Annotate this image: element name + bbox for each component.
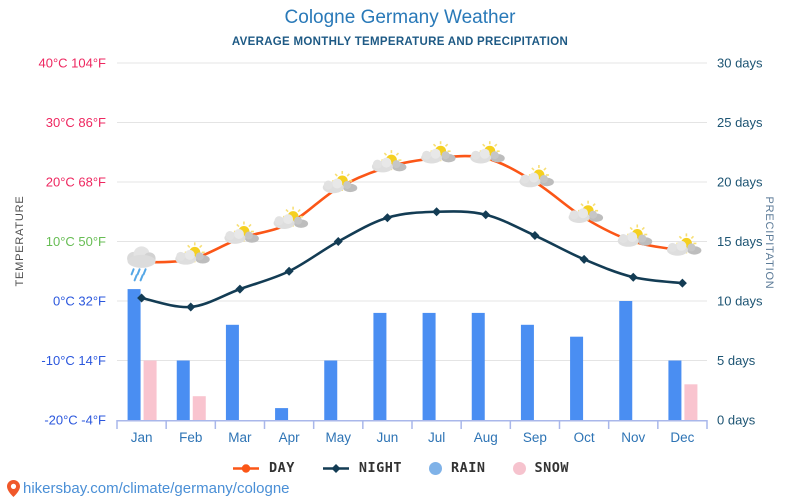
sun-cloud-icon-mar [224, 221, 259, 244]
tick-labels: 40°C 104°F 30°C 86°F 20°C 68°F 10°C 50°F 0°C… [39, 56, 764, 428]
chart-legend: DAY NIGHT RAIN SNOW [0, 458, 800, 478]
rain-bar-may [324, 360, 338, 420]
temp-tick-label--10: -10°C 14°F [41, 353, 106, 368]
precip-tick-label-30: 30 days [717, 56, 763, 71]
rain-bar-oct [570, 336, 584, 420]
rain-bar-feb [176, 360, 190, 420]
rain-bar-jul [422, 312, 436, 420]
legend-night-marker-icon [322, 463, 349, 473]
month-label-feb: Feb [179, 430, 202, 445]
legend-rain-marker-icon [429, 461, 442, 475]
night-marker-sep [530, 231, 540, 241]
precipitation-bars [127, 289, 698, 420]
night-marker-jun [382, 213, 392, 223]
rain-bar-dec [668, 360, 682, 420]
month-label-mar: Mar [228, 430, 252, 445]
watermark-url: hikersbay.com/climate/germany/cologne [23, 480, 290, 497]
night-marker-jan [137, 293, 147, 303]
month-label-sep: Sep [523, 430, 547, 445]
snow-bar-jan [143, 360, 157, 420]
night-line-group [137, 207, 687, 312]
rain-bar-apr [275, 408, 289, 420]
precip-tick-label-25: 25 days [717, 115, 763, 130]
temp-tick-label-40: 40°C 104°F [39, 56, 107, 71]
sun-cloud-icon-feb [175, 242, 210, 265]
night-marker-dec [677, 278, 687, 288]
precip-tick-label-10: 10 days [717, 294, 763, 309]
legend-item-night: NIGHT [321, 460, 402, 476]
night-marker-nov [628, 272, 638, 282]
sun-cloud-icon-nov [617, 224, 653, 247]
page-title: Cologne Germany Weather [284, 7, 516, 28]
month-label-apr: Apr [279, 430, 301, 445]
night-marker-aug [481, 210, 491, 220]
night-marker-may [333, 237, 343, 246]
rain-bar-jun [373, 312, 387, 420]
sun-cloud-icon-apr [273, 206, 309, 229]
temp-tick-label-0: 0°C 32°F [53, 294, 106, 309]
legend-snow-marker-icon [512, 461, 526, 475]
snow-bar-feb [192, 396, 206, 420]
sun-cloud-icon-jul [421, 141, 456, 164]
precip-tick-label-0: 0 days [717, 413, 756, 428]
snow-bar-dec [684, 384, 698, 420]
rain-bar-sep [520, 324, 534, 420]
month-label-jan: Jan [131, 430, 153, 445]
rain-bar-jan [127, 289, 141, 420]
page-subtitle: AVERAGE MONTHLY TEMPERATURE AND PRECIPIT… [231, 36, 569, 48]
rain-bar-nov [619, 301, 633, 420]
legend-snow-label: SNOW [534, 460, 570, 476]
legend-item-snow: SNOW [512, 460, 570, 476]
precip-tick-label-20: 20 days [717, 175, 763, 190]
month-label-jul: Jul [428, 430, 445, 445]
rain-bar-aug [471, 312, 485, 420]
gridlines [117, 62, 707, 361]
legend-night-label: NIGHT [358, 460, 402, 476]
temp-tick-label--20: -20°C -4°F [44, 413, 106, 428]
month-label-nov: Nov [621, 430, 645, 445]
map-pin-icon [7, 480, 20, 497]
sun-cloud-icon-oct [568, 200, 604, 223]
month-label-dec: Dec [670, 430, 694, 445]
temp-tick-label-10: 10°C 50°F [46, 234, 106, 249]
legend-item-day: DAY [231, 460, 295, 476]
climate-chart: 40°C 104°F 30°C 86°F 20°C 68°F 10°C 50°F 0°C… [39, 56, 764, 446]
day-line-group [138, 154, 686, 266]
month-label-may: May [325, 430, 351, 445]
night-marker-oct [579, 254, 589, 264]
legend-item-rain: RAIN [428, 460, 486, 476]
sun-cloud-icon-may [322, 170, 358, 194]
sun-cloud-icon-jun [371, 150, 407, 173]
night-marker-feb [186, 302, 196, 312]
month-label-aug: Aug [474, 430, 498, 445]
night-marker-jul [432, 207, 442, 217]
precip-tick-label-15: 15 days [717, 234, 763, 249]
temp-tick-label-30: 30°C 86°F [46, 115, 106, 130]
night-line [141, 210, 683, 309]
sun-cloud-icon-dec [666, 233, 702, 256]
rain-cloud-icon-jan [127, 246, 156, 282]
temp-tick-label-20: 20°C 68°F [46, 175, 106, 190]
day-line [141, 154, 683, 264]
watermark: hikersbay.com/climate/germany/cologne [7, 480, 290, 497]
legend-rain-label: RAIN [451, 460, 486, 476]
x-axis: Jan Feb Mar Apr May Jun Jul Aug Sep Oct Nov Dec [116, 420, 708, 445]
night-marker-apr [284, 266, 294, 276]
sun-cloud-icon-sep [519, 165, 554, 188]
night-marker-mar [235, 284, 245, 294]
rain-bar-mar [225, 324, 239, 420]
precip-tick-label-5: 5 days [717, 353, 756, 368]
month-label-jun: Jun [377, 430, 399, 445]
month-label-oct: Oct [574, 430, 595, 445]
legend-day-label: DAY [268, 460, 295, 476]
legend-day-marker-icon [232, 463, 259, 473]
sun-cloud-icon-aug [470, 141, 505, 164]
